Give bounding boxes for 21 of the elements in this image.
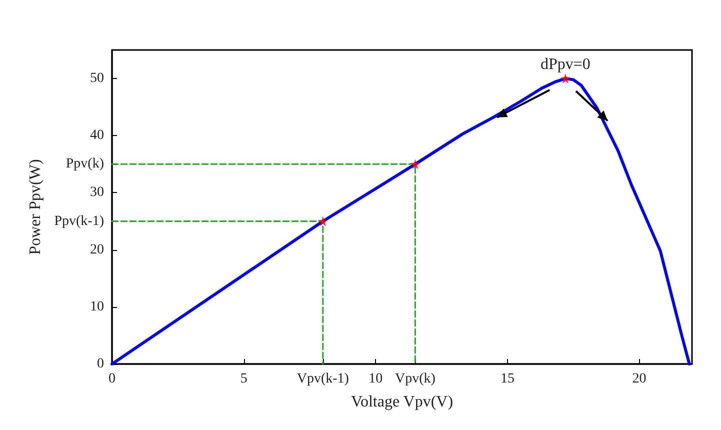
- x-tick-label: 15: [500, 372, 514, 386]
- x-tick-label: 20: [632, 372, 646, 386]
- x-axis-title: Voltage Vpv(V): [350, 394, 454, 410]
- annotation: dPpv=0: [540, 56, 590, 74]
- y-axis-title: Power Ppv(W): [26, 159, 44, 255]
- x-tick-label: 10: [368, 372, 383, 386]
- y-tick-label: 0: [97, 356, 104, 372]
- x-tick-label: 5: [240, 372, 248, 386]
- y-tick-label: 50: [90, 71, 104, 86]
- y-tick-label: 30: [90, 185, 104, 200]
- x-tick-label: 0: [108, 372, 116, 386]
- y-tick-label: 10: [90, 299, 104, 314]
- y-tick-label: Ppv(k): [66, 156, 104, 172]
- x-tick-label: Vpv(k): [394, 372, 436, 386]
- x-tick-label: Vpv(k-1): [296, 372, 350, 386]
- y-tick-label: 20: [90, 242, 104, 258]
- point: [318, 216, 328, 226]
- y-tick-label: Ppv(k-1): [54, 214, 104, 229]
- point: [560, 74, 570, 84]
- y-tick-label: 40: [90, 128, 104, 144]
- point: [410, 159, 420, 170]
